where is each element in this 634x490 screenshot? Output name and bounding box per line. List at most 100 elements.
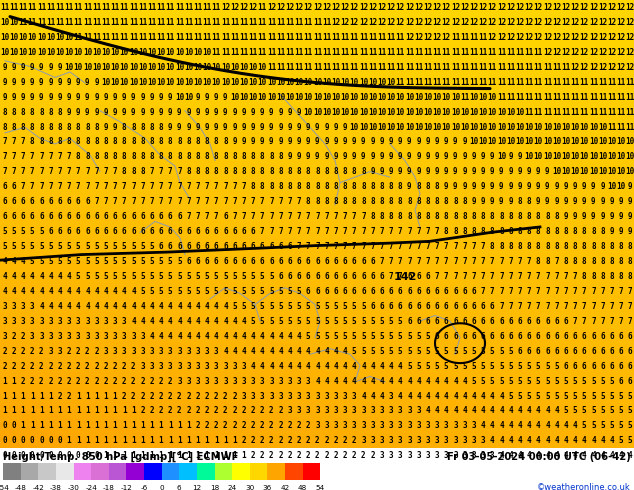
- Text: 5: 5: [490, 377, 495, 386]
- Text: 3: 3: [205, 377, 209, 386]
- Text: 5: 5: [573, 407, 578, 416]
- Text: 5: 5: [582, 377, 586, 386]
- Text: 5: 5: [21, 227, 25, 236]
- Text: 12: 12: [607, 3, 616, 12]
- Text: 11: 11: [552, 63, 561, 72]
- Text: 10: 10: [165, 48, 175, 57]
- Text: 4: 4: [150, 302, 154, 311]
- Text: 7: 7: [195, 212, 200, 221]
- Text: 8: 8: [260, 182, 264, 191]
- Text: 9: 9: [609, 197, 614, 206]
- Text: 11: 11: [616, 122, 626, 131]
- Text: 6: 6: [462, 287, 467, 296]
- Text: 7: 7: [186, 212, 191, 221]
- Text: -24: -24: [86, 485, 97, 490]
- Text: 3: 3: [48, 317, 53, 326]
- Text: 6: 6: [260, 257, 264, 266]
- Text: 6: 6: [527, 332, 531, 341]
- Text: 10: 10: [368, 78, 377, 87]
- Text: 11: 11: [579, 108, 589, 117]
- Text: 11: 11: [515, 93, 524, 101]
- Text: 11: 11: [212, 3, 221, 12]
- Text: 8: 8: [260, 152, 264, 161]
- Text: 1: 1: [3, 377, 7, 386]
- Text: 4: 4: [214, 317, 219, 326]
- Text: 5: 5: [545, 392, 550, 400]
- Text: 2: 2: [205, 407, 209, 416]
- Text: 11: 11: [101, 18, 110, 27]
- Text: 7: 7: [205, 197, 209, 206]
- Text: 1: 1: [85, 407, 90, 416]
- Text: 8: 8: [214, 152, 219, 161]
- Text: 11: 11: [276, 48, 285, 57]
- Text: 1: 1: [76, 407, 81, 416]
- Text: 4: 4: [214, 332, 219, 341]
- Text: 11: 11: [368, 33, 377, 42]
- Text: 5: 5: [628, 437, 633, 445]
- Text: 11: 11: [414, 63, 424, 72]
- Text: 5: 5: [177, 287, 182, 296]
- Text: 5: 5: [499, 377, 503, 386]
- Text: 3: 3: [103, 317, 108, 326]
- Text: 11: 11: [212, 33, 221, 42]
- Text: 0: 0: [3, 437, 7, 445]
- Text: 4: 4: [223, 347, 228, 356]
- Text: 6: 6: [619, 362, 623, 370]
- Text: 7: 7: [168, 168, 172, 176]
- Text: 7: 7: [269, 212, 274, 221]
- Text: 9: 9: [287, 108, 292, 117]
- Text: 5: 5: [260, 302, 264, 311]
- Text: 2: 2: [76, 377, 81, 386]
- Text: 4: 4: [11, 257, 16, 266]
- Text: 7: 7: [554, 272, 559, 281]
- Text: 6: 6: [223, 257, 228, 266]
- Text: 6: 6: [269, 242, 274, 251]
- Text: 11: 11: [184, 33, 193, 42]
- Text: 2: 2: [324, 451, 329, 460]
- Text: 2: 2: [140, 407, 145, 416]
- Text: 10: 10: [515, 108, 524, 117]
- Text: 7: 7: [591, 317, 596, 326]
- Text: 4: 4: [370, 362, 375, 370]
- Text: 8: 8: [48, 108, 53, 117]
- Text: 9: 9: [232, 108, 237, 117]
- Text: 11: 11: [441, 48, 451, 57]
- Text: 2: 2: [158, 407, 164, 416]
- Text: 3: 3: [297, 392, 301, 400]
- Text: 8: 8: [380, 212, 384, 221]
- Text: 4: 4: [499, 392, 503, 400]
- Text: 2: 2: [269, 421, 274, 430]
- Text: 9: 9: [287, 138, 292, 147]
- Text: 8: 8: [517, 227, 522, 236]
- Text: 12: 12: [552, 33, 561, 42]
- Text: 0: 0: [21, 437, 25, 445]
- Text: 1: 1: [177, 451, 182, 460]
- Text: 5: 5: [398, 332, 403, 341]
- Text: 4: 4: [628, 451, 633, 460]
- Text: 7: 7: [628, 302, 633, 311]
- Text: 5: 5: [76, 242, 81, 251]
- Text: 7: 7: [545, 302, 550, 311]
- Text: 5: 5: [609, 407, 614, 416]
- Text: 11: 11: [92, 18, 101, 27]
- Text: 8: 8: [168, 152, 172, 161]
- Text: 5: 5: [425, 362, 430, 370]
- Text: 1: 1: [177, 421, 182, 430]
- Text: 9: 9: [453, 152, 458, 161]
- Text: 6: 6: [306, 257, 311, 266]
- Text: 9: 9: [48, 63, 53, 72]
- Text: 8: 8: [499, 227, 503, 236]
- Text: 11: 11: [552, 108, 561, 117]
- Text: 9: 9: [67, 78, 71, 87]
- Text: 11: 11: [267, 18, 276, 27]
- Text: 10: 10: [396, 93, 405, 101]
- Text: 5: 5: [435, 362, 439, 370]
- Text: 3: 3: [186, 377, 191, 386]
- Text: 5: 5: [398, 317, 403, 326]
- Text: 6: 6: [545, 347, 550, 356]
- Text: 4: 4: [343, 377, 347, 386]
- Text: 6: 6: [343, 272, 347, 281]
- Text: 6: 6: [609, 362, 614, 370]
- Text: 9: 9: [425, 168, 430, 176]
- Text: 10: 10: [607, 168, 616, 176]
